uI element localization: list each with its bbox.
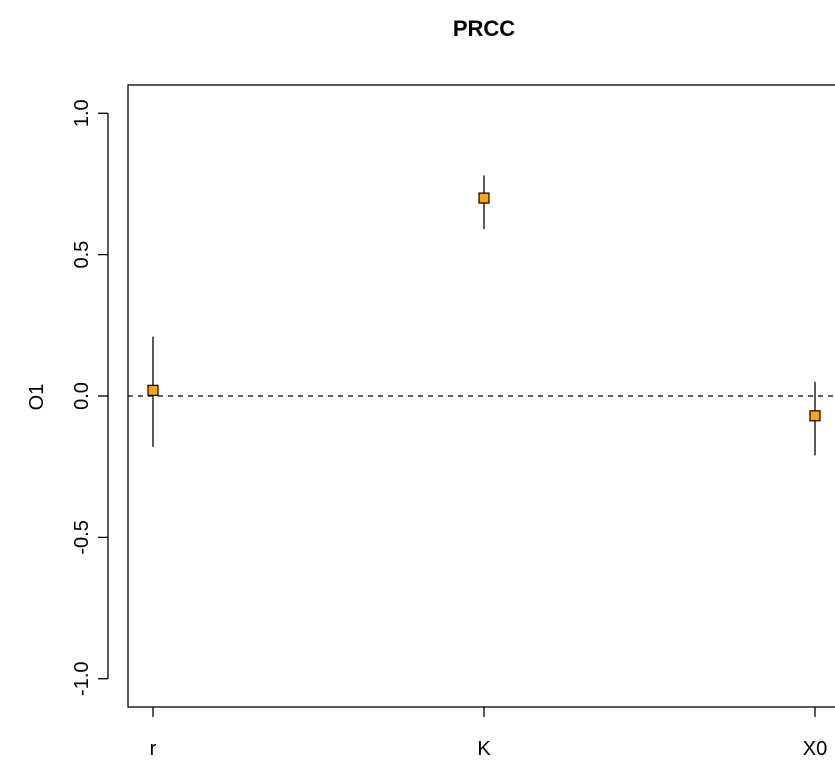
data-point bbox=[478, 192, 490, 204]
data-point bbox=[809, 410, 821, 422]
x-tick-label: r bbox=[150, 738, 157, 760]
y-tick-label: -1.0 bbox=[71, 661, 93, 695]
y-tick-label: 0.0 bbox=[71, 382, 93, 410]
y-axis-label: O1 bbox=[26, 384, 48, 411]
data-point bbox=[147, 384, 159, 396]
data-marks bbox=[147, 175, 821, 456]
y-axis: -1.0 -0.5 0.0 0.5 1.0 bbox=[71, 99, 109, 696]
y-tick-label: 1.0 bbox=[71, 99, 93, 127]
chart-title: PRCC bbox=[453, 16, 515, 41]
x-axis: r K X0 bbox=[150, 707, 827, 760]
y-tick-label: -0.5 bbox=[71, 520, 93, 554]
y-tick-label: 0.5 bbox=[71, 241, 93, 269]
x-tick-label: X0 bbox=[803, 738, 827, 760]
x-tick-label: K bbox=[477, 738, 491, 760]
